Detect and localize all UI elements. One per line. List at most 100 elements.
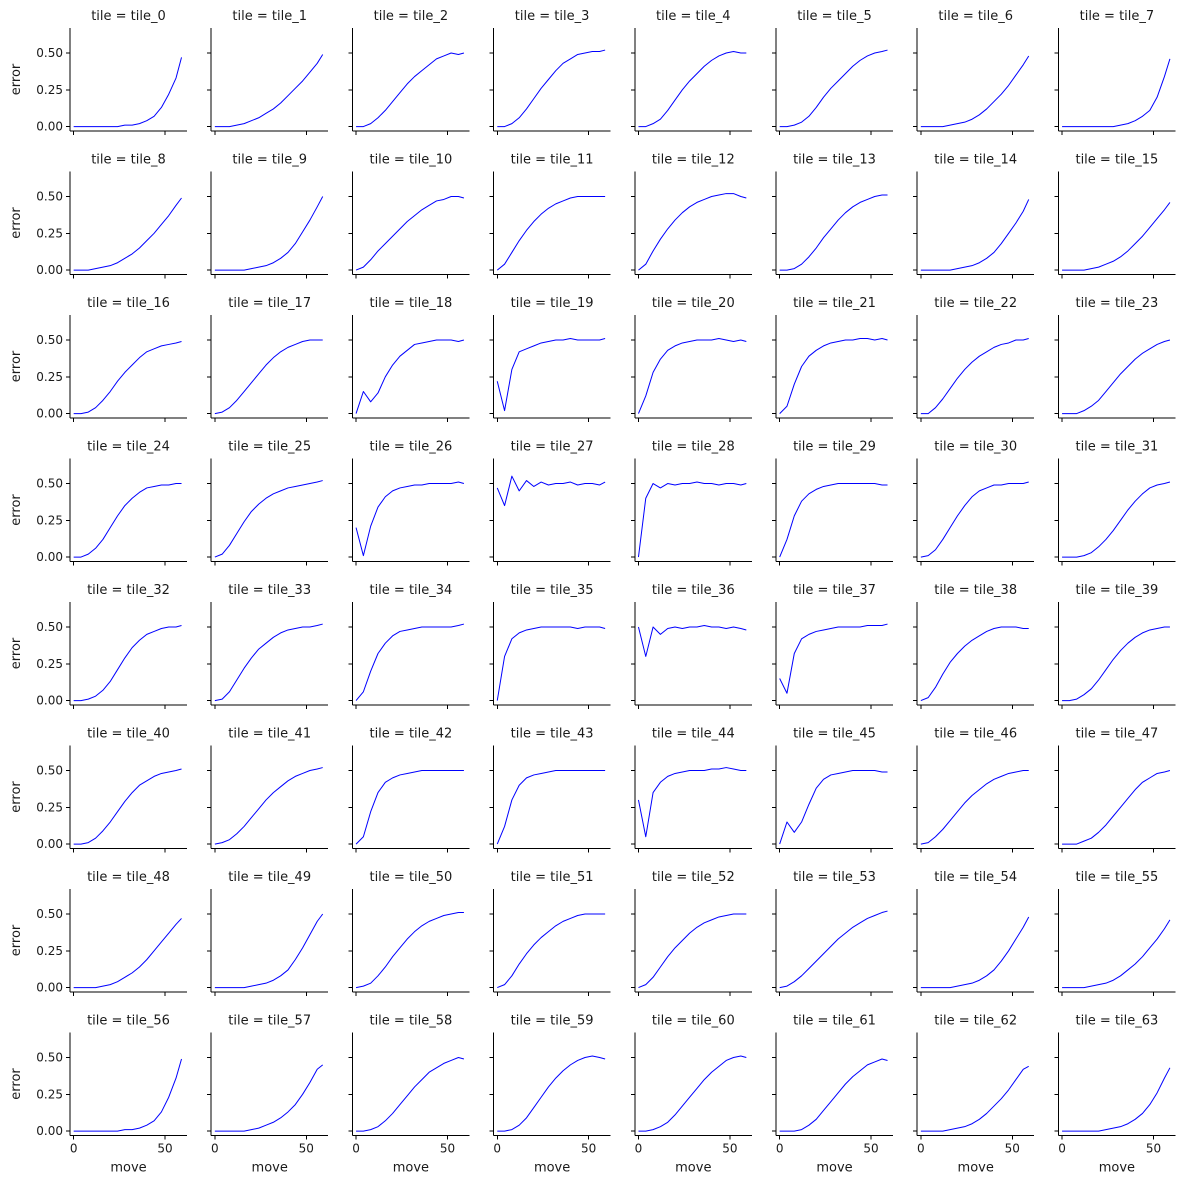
series-line — [920, 1065, 1029, 1132]
panel-title: tile = tile_41 — [228, 727, 311, 742]
y-tick-label: 0.00 — [36, 1124, 63, 1138]
series-line — [355, 912, 464, 989]
facet-panel: tile = tile_49 — [207, 870, 329, 996]
panel-title: tile = tile_39 — [1075, 583, 1158, 598]
facet-panel: tile = tile_59 0 50 move — [489, 1014, 611, 1176]
series-line — [214, 1064, 324, 1132]
facet-panel: tile = tile_39 — [1054, 583, 1176, 709]
facet-panel: tile = tile_21 — [772, 296, 893, 422]
x-axis-label: move — [1099, 1161, 1135, 1176]
y-tick-label: 0.25 — [36, 370, 63, 384]
panel-title: tile = tile_53 — [793, 870, 876, 885]
facet-panel: tile = tile_7 — [1054, 9, 1176, 135]
facet-panel: tile = tile_29 — [772, 440, 893, 566]
facet-panel: tile = tile_10 — [348, 153, 470, 279]
series-line — [920, 770, 1029, 845]
panel-title: tile = tile_26 — [369, 440, 452, 455]
panel-title: tile = tile_31 — [1075, 440, 1158, 455]
facet-panel: tile = tile_58 0 50 move — [348, 1014, 470, 1176]
x-tick-label: 0 — [635, 1142, 643, 1156]
series-line — [779, 338, 888, 414]
series-line — [73, 918, 182, 989]
panel-title: tile = tile_24 — [87, 440, 170, 455]
panel-title: tile = tile_8 — [91, 153, 166, 168]
series-line — [920, 916, 1030, 989]
series-line — [496, 626, 606, 701]
facet-panel: tile = tile_60 0 50 move — [630, 1014, 752, 1176]
facet-panel: tile = tile_35 — [489, 583, 611, 709]
series-line — [920, 481, 1029, 558]
series-line — [496, 196, 606, 271]
x-tick-label: 0 — [917, 1142, 925, 1156]
series-line — [73, 483, 182, 558]
panel-title: tile = tile_59 — [511, 1014, 594, 1029]
y-tick-label: 0.50 — [36, 907, 63, 921]
facet-panel: tile = tile_34 — [348, 583, 470, 709]
facet-panel: tile = tile_16 0.00 0.25 0.50 error — [9, 296, 187, 422]
panel-title: tile = tile_32 — [87, 583, 170, 598]
facet-panel: tile = tile_13 — [772, 153, 893, 279]
panel-title: tile = tile_46 — [934, 727, 1017, 742]
facet-panel: tile = tile_3 — [489, 9, 611, 135]
x-tick-label: 0 — [70, 1142, 78, 1156]
series-line — [1062, 481, 1171, 558]
series-line — [73, 768, 182, 845]
series-line — [1062, 919, 1171, 989]
facet-panel: tile = tile_0 0.00 0.25 0.50 error — [9, 9, 187, 135]
panel-title: tile = tile_49 — [228, 870, 311, 885]
panel-title: tile = tile_51 — [511, 870, 594, 885]
y-tick-label: 0.25 — [36, 944, 63, 958]
facet-panel: tile = tile_41 — [207, 727, 329, 853]
panel-title: tile = tile_19 — [511, 296, 594, 311]
facet-panel: tile = tile_8 0.00 0.25 0.50 error — [9, 153, 187, 279]
series-line — [1062, 58, 1171, 128]
facet-panel: tile = tile_50 — [348, 870, 470, 996]
panel-title: tile = tile_20 — [652, 296, 735, 311]
facet-panel: tile = tile_51 — [489, 870, 611, 996]
y-axis-label: error — [9, 350, 24, 382]
panel-title: tile = tile_54 — [934, 870, 1017, 885]
x-tick-label: 0 — [211, 1142, 219, 1156]
y-axis-label: error — [9, 207, 24, 239]
facet-panel: tile = tile_11 — [489, 153, 611, 279]
y-tick-label: 0.00 — [36, 120, 63, 134]
y-axis-label: error — [9, 494, 24, 526]
panel-title: tile = tile_18 — [369, 296, 452, 311]
facet-panel: tile = tile_33 — [207, 583, 329, 709]
x-tick-label: 50 — [299, 1142, 314, 1156]
series-line — [638, 913, 747, 989]
facet-panel: tile = tile_30 — [913, 440, 1035, 566]
x-axis-label: move — [675, 1161, 711, 1176]
facet-panel: tile = tile_27 — [489, 440, 611, 566]
facet-panel: tile = tile_32 0.00 0.25 0.50 error — [9, 583, 187, 709]
panel-title: tile = tile_50 — [369, 870, 452, 885]
panel-title: tile = tile_45 — [793, 727, 876, 742]
panel-title: tile = tile_30 — [934, 440, 1017, 455]
x-tick-label: 50 — [1146, 1142, 1161, 1156]
facet-panel: tile = tile_57 0 50 move — [207, 1014, 329, 1176]
panel-title: tile = tile_13 — [793, 153, 876, 168]
series-line — [214, 480, 323, 558]
facet-panel: tile = tile_62 0 50 move — [913, 1014, 1035, 1176]
series-line — [73, 625, 182, 702]
x-tick-label: 50 — [581, 1142, 596, 1156]
y-tick-label: 0.50 — [36, 620, 63, 634]
facet-panel: tile = tile_40 0.00 0.25 0.50 error — [9, 727, 187, 853]
panel-title: tile = tile_36 — [652, 583, 735, 598]
series-line — [73, 57, 183, 128]
facet-panel: tile = tile_26 — [348, 440, 470, 566]
y-tick-label: 0.50 — [36, 1051, 63, 1065]
y-tick-label: 0.00 — [36, 837, 63, 851]
panel-title: tile = tile_5 — [797, 9, 872, 24]
panel-title: tile = tile_38 — [934, 583, 1017, 598]
panel-title: tile = tile_56 — [87, 1014, 170, 1029]
panel-title: tile = tile_9 — [232, 153, 307, 168]
series-line — [637, 767, 747, 838]
series-line — [214, 767, 323, 845]
x-tick-label: 50 — [863, 1142, 878, 1156]
series-line — [637, 625, 747, 657]
facet-panel: tile = tile_44 — [630, 727, 752, 853]
series-line — [638, 193, 747, 271]
series-line — [496, 338, 606, 412]
series-line — [497, 49, 606, 128]
